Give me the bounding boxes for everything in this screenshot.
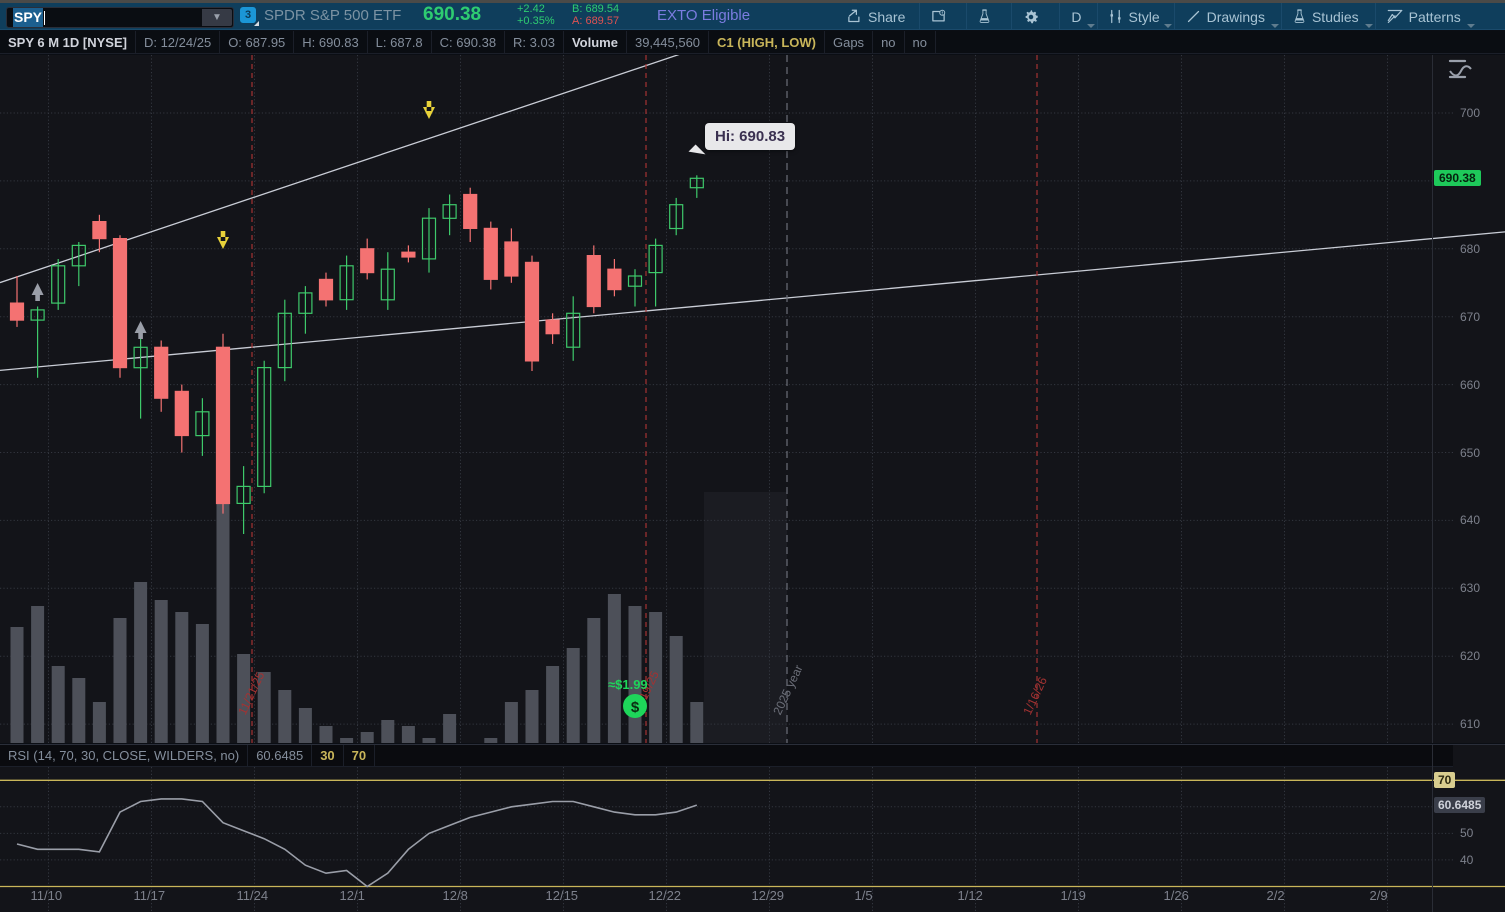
svg-text:$: $: [631, 699, 640, 716]
